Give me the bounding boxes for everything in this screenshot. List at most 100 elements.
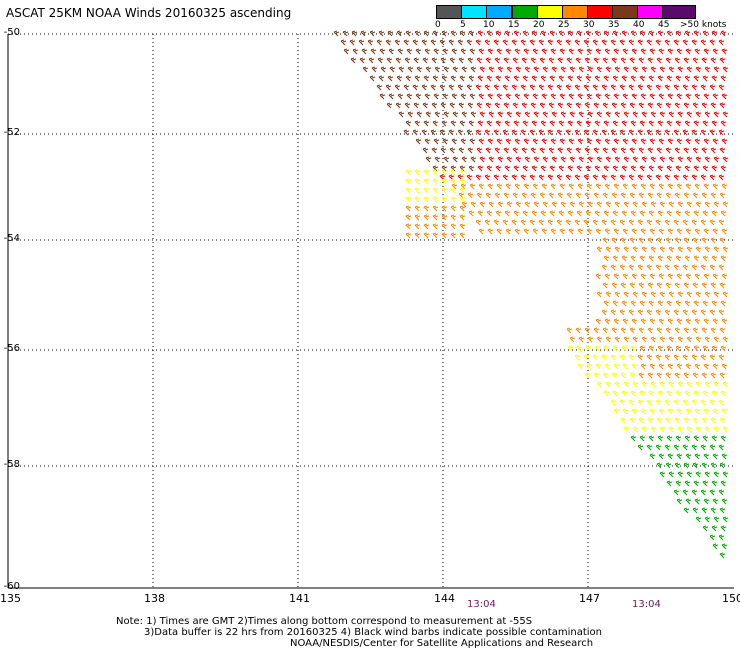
wind-barb xyxy=(605,291,612,298)
wind-barb xyxy=(494,57,501,64)
wind-barb xyxy=(703,138,710,145)
wind-barb xyxy=(360,30,367,37)
wind-barb xyxy=(647,282,654,289)
wind-barb xyxy=(512,147,519,154)
legend-label: 0 xyxy=(435,20,441,30)
wind-barb xyxy=(695,426,702,433)
wind-barb xyxy=(720,75,727,82)
wind-barb xyxy=(568,183,575,190)
wind-barb xyxy=(587,156,594,163)
wind-barb xyxy=(603,255,610,262)
wind-barb xyxy=(620,57,627,64)
wind-barb xyxy=(442,138,449,145)
wind-barb xyxy=(488,111,495,118)
lon-label: 141 xyxy=(289,592,310,605)
wind-barb xyxy=(703,453,710,460)
wind-barb xyxy=(702,75,709,82)
wind-barb xyxy=(441,205,448,212)
wind-barb xyxy=(522,30,529,37)
wind-barb xyxy=(432,196,439,203)
wind-barb xyxy=(549,165,556,172)
wind-barb xyxy=(550,138,557,145)
wind-barb xyxy=(709,489,716,496)
wind-barb xyxy=(683,102,690,109)
wind-barb xyxy=(611,147,618,154)
wind-barb xyxy=(649,48,656,55)
wind-barb xyxy=(439,84,446,91)
wind-barb xyxy=(692,282,699,289)
wind-barb xyxy=(711,300,718,307)
wind-barb xyxy=(628,264,635,271)
wind-barb xyxy=(675,75,682,82)
wind-barb xyxy=(659,471,666,478)
wind-barb xyxy=(692,507,699,514)
wind-barb xyxy=(656,372,663,379)
wind-barb xyxy=(640,183,647,190)
wind-barb xyxy=(657,300,664,307)
wind-barb xyxy=(603,390,610,397)
wind-barb xyxy=(638,102,645,109)
wind-barb xyxy=(657,75,664,82)
wind-barb xyxy=(685,228,692,235)
wind-barb xyxy=(692,417,699,424)
wind-barb xyxy=(441,169,448,176)
wind-barb xyxy=(556,84,563,91)
wind-barb xyxy=(631,183,638,190)
wind-barb xyxy=(405,75,412,82)
wind-barb xyxy=(478,138,485,145)
wind-barb xyxy=(523,138,530,145)
wind-barb xyxy=(719,327,726,334)
wind-barb xyxy=(682,174,689,181)
wind-barb xyxy=(658,138,665,145)
wind-barb xyxy=(650,156,657,163)
wind-barb xyxy=(433,138,440,145)
wind-barb xyxy=(712,408,719,415)
wind-barb xyxy=(539,102,546,109)
wind-barb xyxy=(470,201,477,208)
wind-barb xyxy=(587,336,594,343)
wind-barb xyxy=(468,75,475,82)
wind-barb xyxy=(603,30,610,37)
wind-barb xyxy=(530,102,537,109)
wind-barb xyxy=(682,84,689,91)
wind-barb xyxy=(443,111,450,118)
wind-barb xyxy=(631,48,638,55)
wind-barb xyxy=(612,30,619,37)
wind-barb xyxy=(524,201,531,208)
wind-barb xyxy=(604,93,611,100)
wind-barb xyxy=(613,363,620,370)
wind-barb xyxy=(692,57,699,64)
wind-barb xyxy=(694,93,701,100)
wind-barb xyxy=(577,93,584,100)
wind-barb xyxy=(675,345,682,352)
wind-barb xyxy=(713,246,720,253)
wind-barb xyxy=(485,57,492,64)
wind-barb xyxy=(648,345,655,352)
wind-barb xyxy=(700,84,707,91)
wind-barb xyxy=(704,291,711,298)
wind-barb xyxy=(380,66,387,73)
wind-barb xyxy=(442,93,449,100)
wind-barb xyxy=(721,498,728,505)
wind-barb xyxy=(568,48,575,55)
wind-barb xyxy=(398,66,405,73)
wind-barb xyxy=(532,228,539,235)
wind-barb xyxy=(524,111,531,118)
wind-barb xyxy=(673,39,680,46)
wind-barb xyxy=(556,39,563,46)
wind-barb xyxy=(352,48,359,55)
wind-barb xyxy=(576,30,583,37)
wind-barb xyxy=(378,30,385,37)
wind-barb xyxy=(560,111,567,118)
wind-barb xyxy=(666,165,673,172)
wind-barb xyxy=(595,48,602,55)
wind-barb xyxy=(567,345,574,352)
wind-barb xyxy=(673,399,680,406)
wind-barb xyxy=(441,75,448,82)
wind-barb xyxy=(584,372,591,379)
wind-barb xyxy=(621,390,628,397)
wind-barb xyxy=(639,345,646,352)
wind-barb xyxy=(577,183,584,190)
wind-barb xyxy=(548,57,555,64)
wind-barb xyxy=(567,75,574,82)
